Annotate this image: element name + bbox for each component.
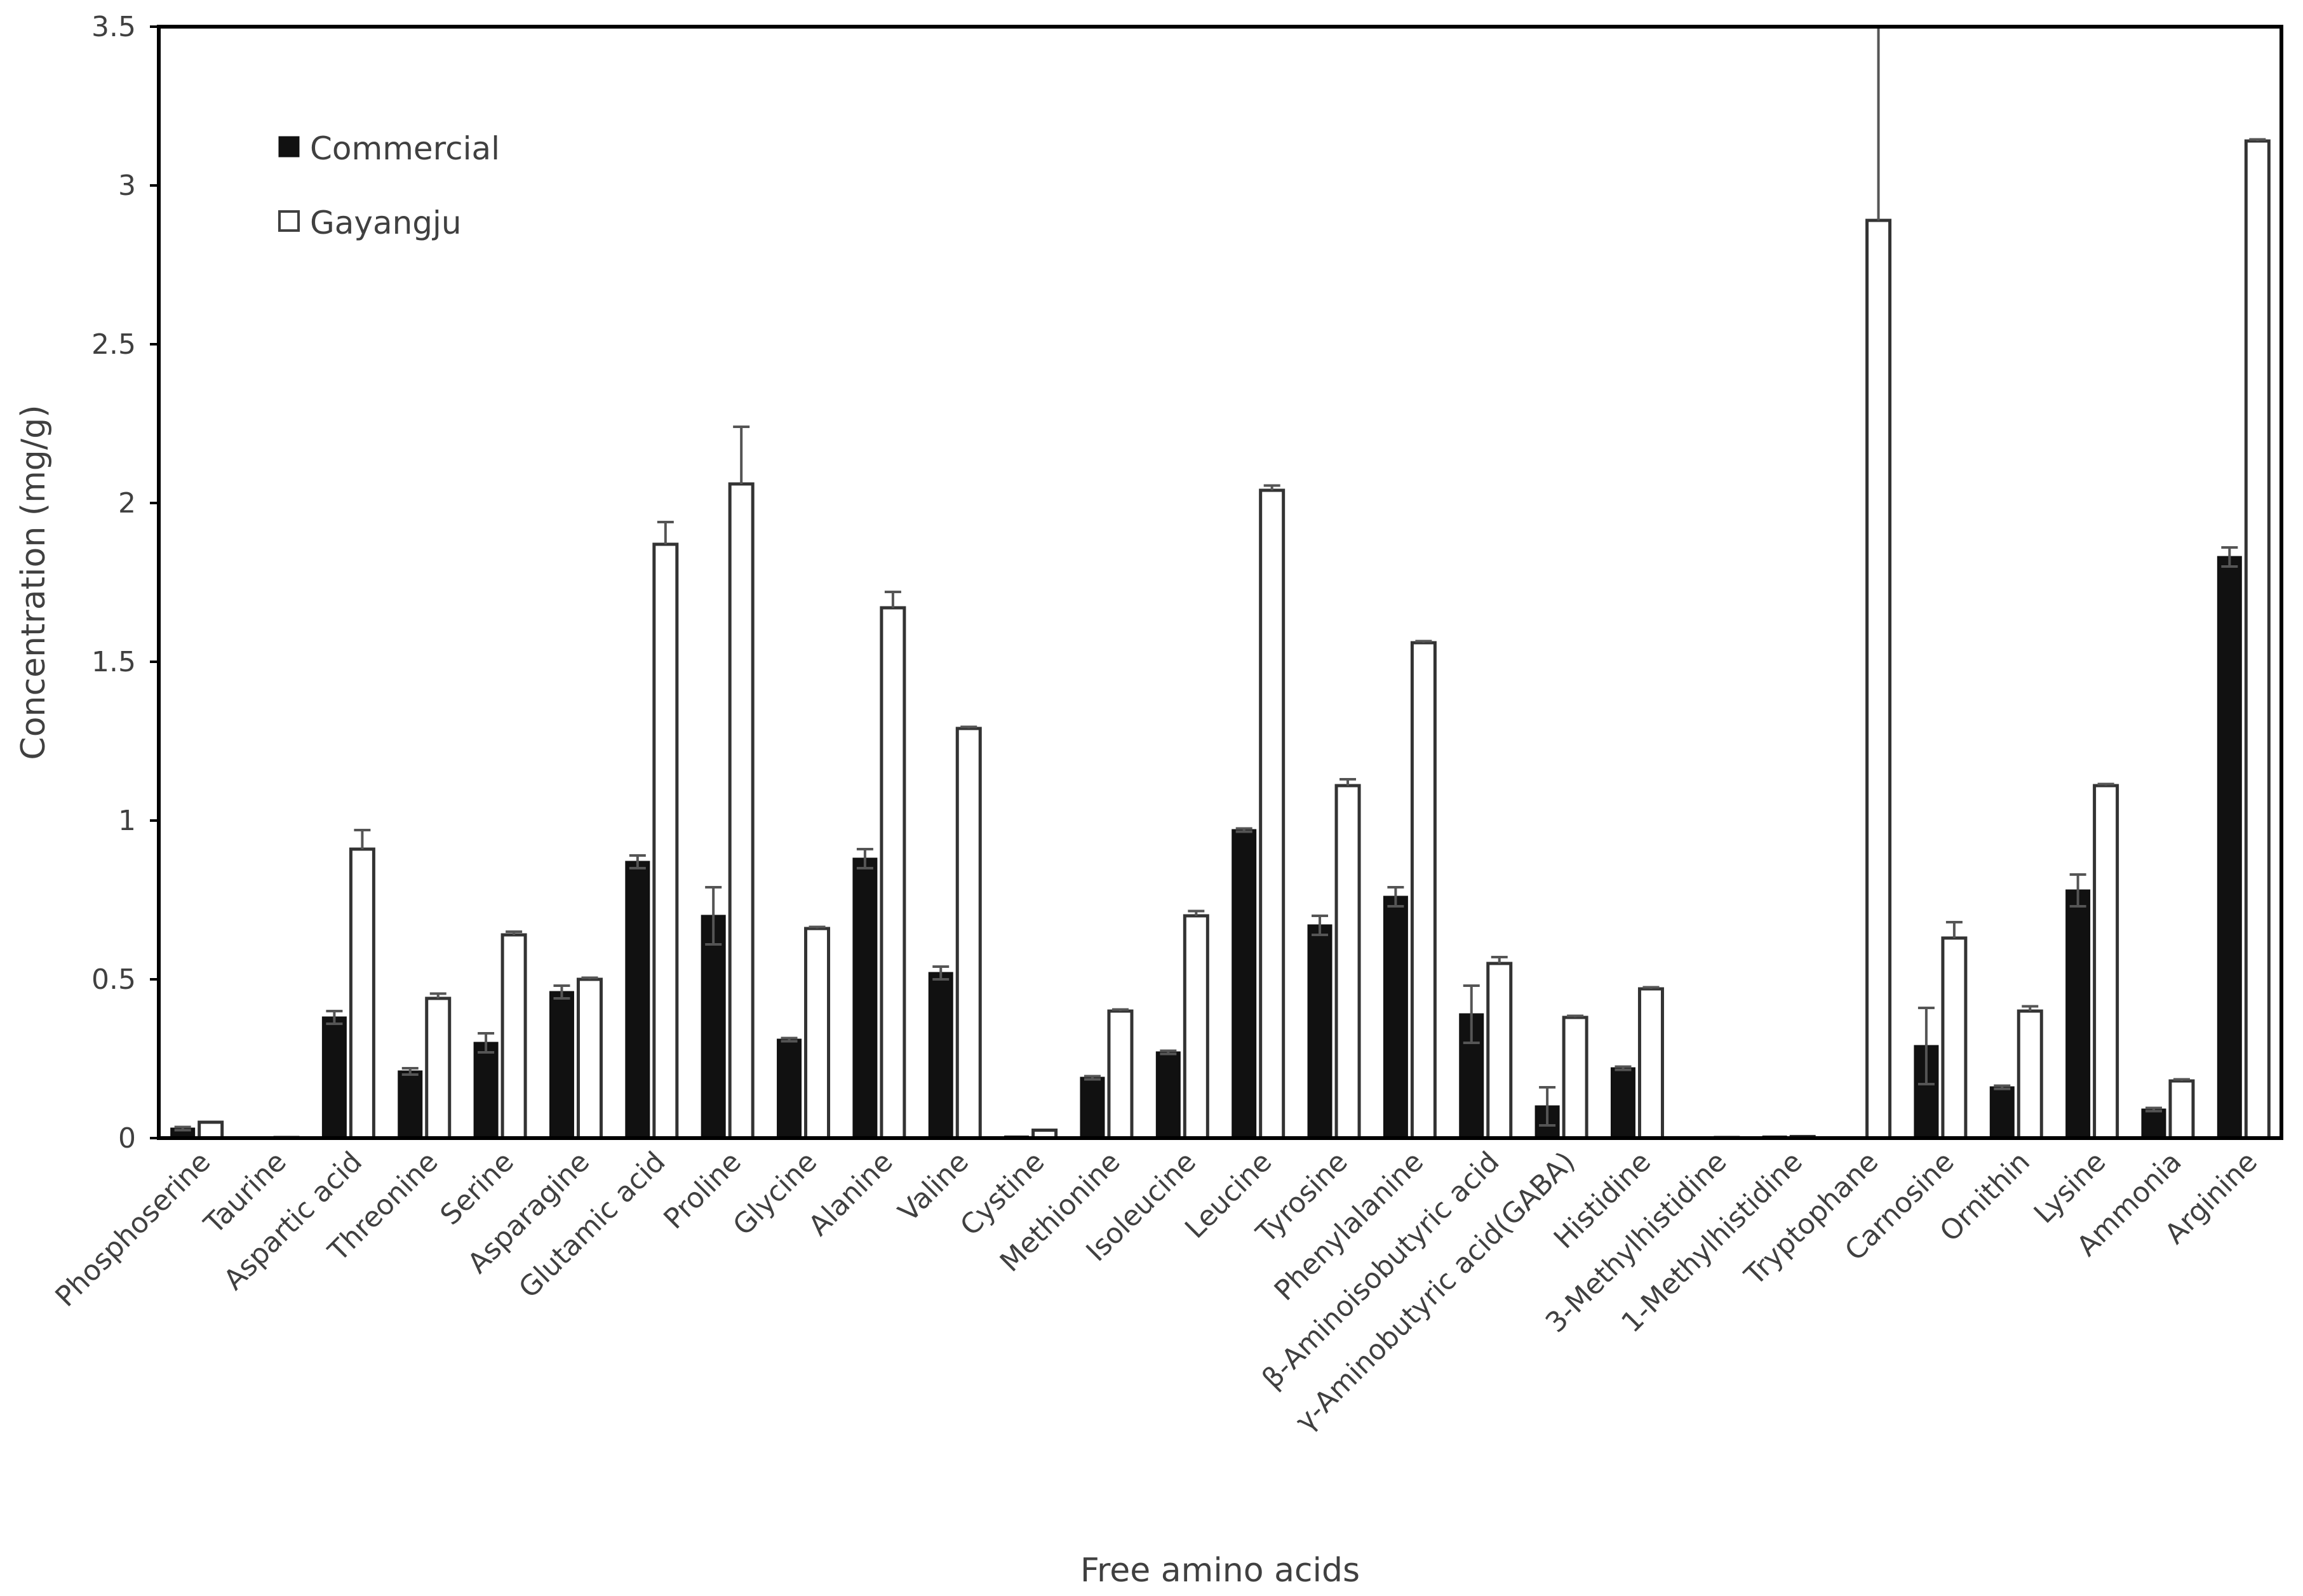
- bar-commercial: [1307, 924, 1333, 1139]
- legend-swatch-commercial: [278, 136, 300, 158]
- bar-gayangju: [349, 847, 375, 1140]
- bar-gayangju: [1865, 218, 1892, 1140]
- bar-commercial: [1383, 895, 1408, 1139]
- y-tick-label: 2: [118, 487, 136, 520]
- bar-commercial: [928, 972, 953, 1139]
- bar-commercial: [777, 1038, 802, 1139]
- x-axis-title: Free amino acids: [1080, 1552, 1360, 1590]
- y-tick-label: 1.5: [91, 646, 136, 678]
- bar-gayangju: [500, 933, 527, 1140]
- legend-label-gayangju: Gayangju: [310, 205, 462, 241]
- bar-commercial: [398, 1070, 423, 1139]
- bar-gayangju: [1486, 962, 1513, 1140]
- y-tick-label: 3: [118, 170, 136, 202]
- bar-commercial: [1155, 1051, 1181, 1139]
- bar-gayangju: [1107, 1009, 1134, 1140]
- bar-commercial: [549, 991, 574, 1139]
- bar-commercial: [1610, 1067, 1635, 1139]
- bar-gayangju: [425, 996, 452, 1140]
- bar-commercial: [2065, 889, 2091, 1139]
- y-tick-label: 0.5: [91, 963, 136, 996]
- bars-layer: [170, 27, 2271, 1140]
- bar-gayangju: [2093, 784, 2119, 1140]
- bar-commercial: [701, 915, 726, 1139]
- bar-gayangju: [955, 727, 982, 1140]
- bar-gayangju: [728, 482, 755, 1140]
- bar-gayangju: [880, 606, 906, 1140]
- bar-gayangju: [1410, 641, 1437, 1140]
- bar-gayangju: [804, 927, 831, 1140]
- y-tick-label: 2.5: [91, 328, 136, 361]
- bar-commercial: [473, 1042, 499, 1139]
- bar-commercial: [625, 861, 650, 1139]
- bar-commercial: [2217, 556, 2242, 1139]
- bar-gayangju: [1334, 784, 1361, 1140]
- y-tick-label: 3.5: [91, 11, 136, 43]
- y-axis-ticks: 0 0.5 1 1.5 2 2.5 3 3.5: [91, 11, 159, 1155]
- bar-gayangju: [1637, 987, 1664, 1140]
- bar-gayangju: [2244, 139, 2271, 1140]
- bar-gayangju: [652, 542, 679, 1140]
- bar-gayangju: [198, 1120, 224, 1140]
- y-axis-title: Concentration (mg/g): [15, 405, 53, 760]
- legend: Commercial Gayangju: [278, 130, 500, 241]
- bar-commercial: [1232, 829, 1257, 1139]
- bar-gayangju: [576, 977, 603, 1140]
- bar-gayangju: [1562, 1016, 1588, 1140]
- bar-gayangju: [1941, 936, 1968, 1140]
- bar-commercial: [852, 857, 878, 1139]
- bar-commercial: [321, 1016, 347, 1139]
- legend-swatch-gayangju: [278, 210, 300, 232]
- legend-label-commercial: Commercial: [310, 130, 500, 167]
- bar-commercial: [2141, 1108, 2166, 1139]
- plot-area-border: [157, 25, 2283, 1140]
- bar-gayangju: [2017, 1009, 2043, 1140]
- y-tick-label: 1: [118, 805, 136, 837]
- bar-gayangju: [2168, 1079, 2195, 1140]
- bar-gayangju: [1259, 488, 1286, 1140]
- y-tick-label: 0: [118, 1122, 136, 1155]
- bar-commercial: [1989, 1086, 2015, 1139]
- bar-commercial: [1080, 1076, 1105, 1139]
- bar-gayangju: [1183, 914, 1209, 1140]
